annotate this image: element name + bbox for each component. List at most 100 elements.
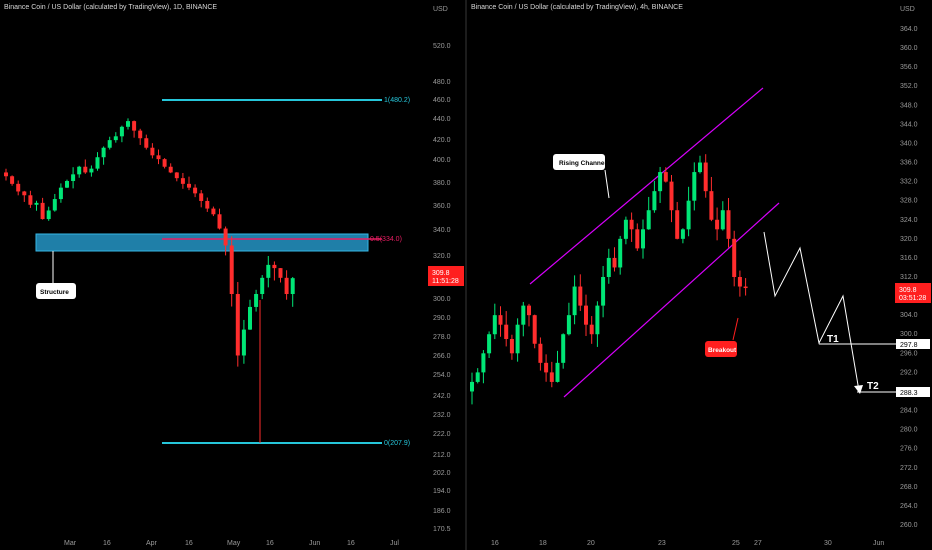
y-axis-tick-label: 328.0 bbox=[900, 198, 918, 205]
channel-upper-line bbox=[529, 87, 764, 285]
candle-body bbox=[481, 353, 486, 373]
x-axis-tick-label: 16 bbox=[491, 540, 499, 547]
y-axis-tick-label: 202.0 bbox=[433, 470, 451, 477]
candle-body bbox=[629, 219, 634, 230]
candle-body bbox=[229, 245, 234, 295]
4h-chart-canvas[interactable]: 364.0 360.0 356.0 352.0 348.0 344.0 340.0 336.0… bbox=[467, 0, 932, 550]
y-axis-tick-label: 296.0 bbox=[900, 350, 918, 357]
candle-body bbox=[504, 324, 509, 339]
last-price-label: 309.8 bbox=[899, 287, 917, 294]
y-axis-tick-label: 260.0 bbox=[900, 522, 918, 529]
projection-path bbox=[763, 231, 860, 392]
y-axis-tick-label: 300.0 bbox=[900, 331, 918, 338]
candle-body bbox=[138, 130, 143, 139]
y-axis-tick-label: 304.0 bbox=[900, 312, 918, 319]
candle-body bbox=[698, 162, 702, 173]
candle-body bbox=[235, 294, 240, 356]
candle-body bbox=[589, 324, 594, 335]
x-axis-tick-label: 27 bbox=[754, 540, 762, 547]
candle-body bbox=[266, 264, 271, 278]
candle-body bbox=[669, 181, 674, 211]
x-axis-tick-label: Jun bbox=[873, 540, 884, 547]
structure-zone bbox=[35, 233, 369, 252]
candle-body bbox=[162, 159, 167, 167]
breakout-label: Breakout bbox=[708, 347, 737, 354]
chart-pane-daily[interactable]: Binance Coin / US Dollar (calculated by … bbox=[0, 0, 465, 550]
y-axis-unit-label: USD bbox=[900, 6, 915, 13]
candle-body bbox=[470, 381, 474, 392]
y-axis-tick-label: 440.0 bbox=[433, 116, 451, 123]
x-axis-tick-label: 30 bbox=[824, 540, 832, 547]
y-axis-tick-label: 222.0 bbox=[433, 431, 451, 438]
chart-pane-4h[interactable]: Binance Coin / US Dollar (calculated by … bbox=[467, 0, 932, 550]
breakout-callout bbox=[705, 341, 737, 357]
y-axis-tick-label: 340.0 bbox=[900, 140, 918, 147]
candle-body bbox=[686, 200, 691, 230]
x-axis-tick-label: 16 bbox=[347, 540, 355, 547]
candle-body bbox=[211, 208, 216, 215]
candle-body bbox=[703, 162, 708, 192]
y-axis-tick-label: 186.0 bbox=[433, 508, 451, 515]
candle-body bbox=[658, 172, 663, 192]
y-axis-tick-label: 352.0 bbox=[900, 83, 918, 90]
candle-body bbox=[601, 277, 606, 306]
y-axis-unit-label: USD bbox=[433, 6, 448, 13]
candle-body bbox=[732, 238, 737, 277]
y-axis-tick-label: 290.0 bbox=[433, 315, 451, 322]
candle-body bbox=[675, 210, 680, 239]
x-axis-tick-label: 16 bbox=[185, 540, 193, 547]
candle-body bbox=[77, 166, 82, 175]
candle-body bbox=[83, 166, 88, 173]
candle-body bbox=[260, 277, 265, 295]
candle-body bbox=[278, 268, 283, 278]
y-axis-tick-label: 420.0 bbox=[433, 137, 451, 144]
x-axis-tick-label: Mar bbox=[64, 540, 77, 547]
candle-body bbox=[254, 294, 259, 307]
candle-body bbox=[561, 334, 566, 363]
candle-body bbox=[89, 168, 94, 173]
channel-callout bbox=[553, 154, 605, 170]
y-axis-tick-label: 360.0 bbox=[433, 203, 451, 210]
candle-body bbox=[34, 202, 39, 205]
candle-body bbox=[101, 147, 106, 158]
candle-body bbox=[156, 155, 161, 160]
channel-lower-line bbox=[563, 202, 780, 398]
pane-divider[interactable] bbox=[465, 0, 467, 550]
candle-body bbox=[509, 339, 514, 354]
candle-body bbox=[40, 202, 45, 220]
y-axis-tick-label: 348.0 bbox=[900, 102, 918, 109]
x-axis-tick-label: Jul bbox=[390, 540, 399, 547]
y-axis-tick-label: 320.0 bbox=[433, 253, 451, 260]
candle-body bbox=[119, 126, 124, 137]
candle-body bbox=[532, 315, 537, 344]
y-axis-tick-label: 212.0 bbox=[433, 452, 451, 459]
candle-body bbox=[584, 305, 588, 325]
candle-body bbox=[549, 372, 554, 382]
candle-body bbox=[16, 183, 21, 192]
candle-body bbox=[566, 315, 571, 335]
candle-body bbox=[284, 277, 289, 295]
candle-body bbox=[241, 329, 246, 356]
candle-body bbox=[272, 264, 277, 269]
candle-body bbox=[595, 305, 600, 335]
candle-body bbox=[737, 277, 742, 287]
candle-body bbox=[95, 157, 100, 169]
candle-body bbox=[187, 183, 191, 188]
x-axis-tick-label: 23 bbox=[658, 540, 666, 547]
candle-body bbox=[248, 306, 252, 330]
candle-body bbox=[572, 286, 577, 316]
candle-body bbox=[715, 219, 720, 230]
candle-body bbox=[663, 172, 668, 182]
candle-body bbox=[515, 324, 520, 354]
candle-body bbox=[635, 229, 640, 249]
y-axis-tick-label: 380.0 bbox=[433, 180, 451, 187]
projection-arrowhead bbox=[854, 385, 863, 394]
daily-chart-canvas[interactable]: 520.0 480.0 460.0 440.0 420.0 400.0 380.0 360.0… bbox=[0, 0, 465, 550]
y-axis-tick-label: 360.0 bbox=[900, 45, 918, 52]
y-axis-tick-label: 400.0 bbox=[433, 157, 451, 164]
t2-price-tag bbox=[896, 387, 930, 397]
candle-body bbox=[692, 172, 697, 201]
y-axis-tick-label: 280.0 bbox=[900, 427, 918, 434]
candle-body bbox=[555, 362, 560, 382]
candle-body bbox=[180, 178, 185, 184]
